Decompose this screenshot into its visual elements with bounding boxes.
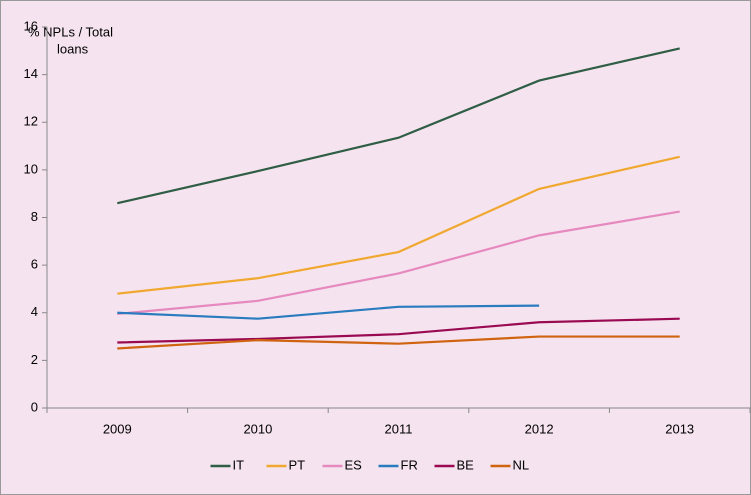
x-tick-label: 2013 <box>665 421 694 436</box>
line-series <box>117 210 680 316</box>
legend-label: NL <box>513 457 530 472</box>
legend-label: FR <box>401 457 418 472</box>
y-tick-label: 12 <box>24 114 38 129</box>
y-tick-label: 4 <box>31 304 38 319</box>
legend-label: BE <box>457 457 475 472</box>
annotation: % NPLs / Total <box>28 24 113 39</box>
line-series <box>117 304 540 320</box>
legend-label: ES <box>345 457 363 472</box>
line-series <box>117 155 680 295</box>
y-tick-label: 16 <box>24 18 38 33</box>
x-tick-label: 2009 <box>103 421 132 436</box>
y-tick-label: 14 <box>24 66 38 81</box>
legend-label: IT <box>233 457 245 472</box>
legend-label: PT <box>289 457 306 472</box>
x-tick-label: 2011 <box>385 421 413 436</box>
line-series <box>117 47 680 205</box>
x-tick-label: 2012 <box>525 421 554 436</box>
y-tick-label: 2 <box>31 352 38 367</box>
y-tick-label: 8 <box>31 209 38 224</box>
line-series <box>117 317 680 344</box>
y-tick-label: 6 <box>31 257 38 272</box>
annotation: loans <box>57 41 89 56</box>
x-tick-label: 2010 <box>243 421 272 436</box>
y-tick-label: 10 <box>24 161 38 176</box>
y-tick-label: 0 <box>31 399 38 414</box>
line-series <box>117 335 680 350</box>
